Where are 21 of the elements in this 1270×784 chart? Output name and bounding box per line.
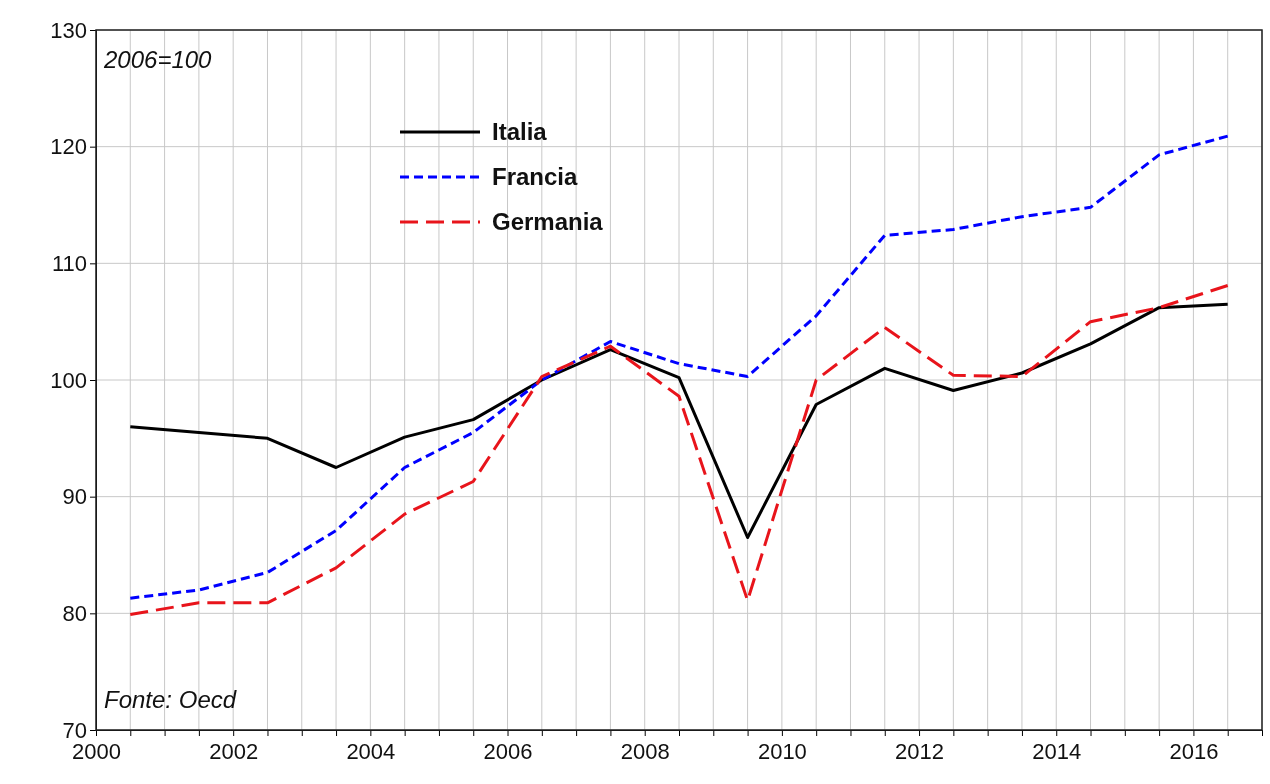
legend-label: Germania	[492, 208, 604, 236]
line-series	[128, 284, 1230, 616]
y-tick-label: 100	[50, 367, 87, 393]
x-tick-label: 2004	[346, 738, 396, 764]
legend-label: Francia	[492, 163, 579, 191]
legend-label: Italia	[492, 118, 548, 146]
x-tick-label: 2006	[483, 738, 533, 764]
x-tick-label: 2014	[1032, 738, 1082, 764]
y-tick-label: 80	[62, 600, 87, 626]
y-tick-label: 90	[62, 484, 87, 510]
annotation: 2006=100	[103, 46, 213, 73]
y-tick-label: 110	[51, 250, 87, 276]
annotation: Fonte: Oecd	[104, 686, 237, 713]
x-tick-label: 2010	[757, 738, 807, 764]
x-tick-label: 2002	[209, 738, 259, 764]
x-tick-label: 2012	[895, 738, 945, 764]
x-tick-label: 2016	[1169, 738, 1219, 764]
line-series	[128, 302, 1230, 539]
y-tick-label: 120	[50, 134, 87, 160]
x-tick-label: 2008	[620, 738, 670, 764]
y-tick-label: 130	[50, 17, 87, 43]
